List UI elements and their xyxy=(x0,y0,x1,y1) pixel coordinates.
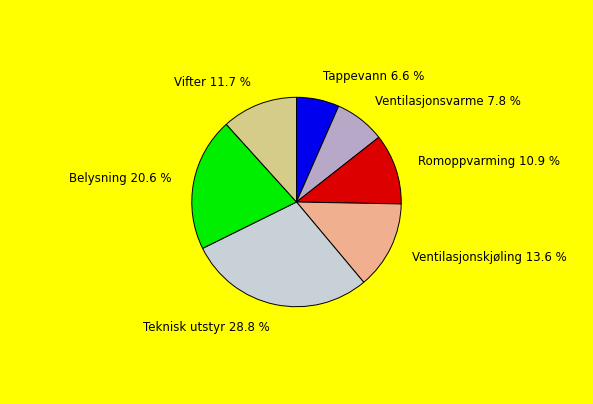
Text: Belysning 20.6 %: Belysning 20.6 % xyxy=(69,172,171,185)
Text: Teknisk utstyr 28.8 %: Teknisk utstyr 28.8 % xyxy=(144,320,270,334)
Wedge shape xyxy=(192,124,296,248)
Wedge shape xyxy=(296,202,401,282)
Text: Vifter 11.7 %: Vifter 11.7 % xyxy=(174,76,251,89)
Wedge shape xyxy=(296,137,401,204)
Wedge shape xyxy=(227,97,296,202)
Text: Ventilasjonsvarme 7.8 %: Ventilasjonsvarme 7.8 % xyxy=(375,95,521,107)
Text: Tappevann 6.6 %: Tappevann 6.6 % xyxy=(323,70,424,84)
Wedge shape xyxy=(296,97,339,202)
Text: Romoppvarming 10.9 %: Romoppvarming 10.9 % xyxy=(417,155,560,168)
Wedge shape xyxy=(203,202,364,307)
Text: Ventilasjonskjøling 13.6 %: Ventilasjonskjøling 13.6 % xyxy=(412,250,566,264)
Wedge shape xyxy=(296,106,379,202)
